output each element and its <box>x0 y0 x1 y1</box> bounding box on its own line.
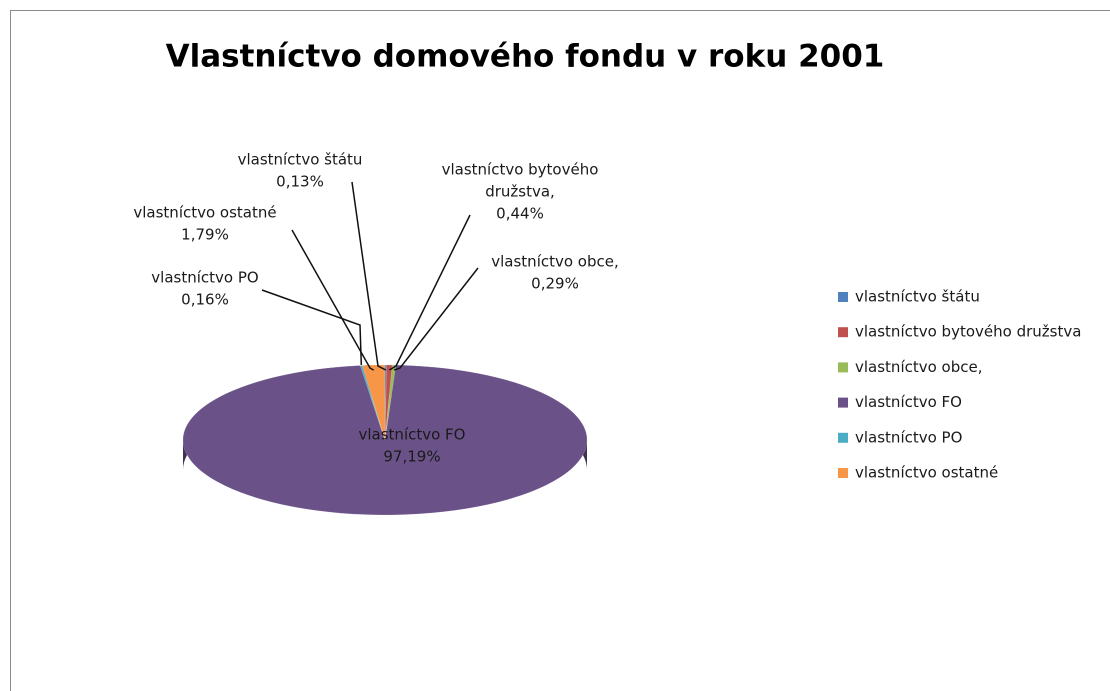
data-label-value: 0,16% <box>181 291 229 309</box>
legend-label: vlastníctvo obce, <box>855 358 983 376</box>
data-label-name: vlastníctvo obce, <box>491 253 619 271</box>
data-label-name: vlastníctvo FO <box>359 426 466 444</box>
legend-swatch <box>838 327 848 338</box>
chart-title: Vlastníctvo domového fondu v roku 2001 <box>166 39 885 75</box>
legend-label: vlastníctvo ostatné <box>855 464 998 482</box>
data-label-name: vlastníctvo PO <box>151 269 258 287</box>
slice <box>384 364 387 441</box>
slice <box>182 364 588 516</box>
legend-swatch <box>838 362 848 373</box>
slice <box>384 364 393 441</box>
data-label-value: 0,13% <box>276 173 324 191</box>
legend-swatch <box>838 292 848 302</box>
leader-line <box>291 229 375 371</box>
legend-swatch <box>838 468 848 478</box>
leader-line <box>393 267 479 371</box>
legend-label: vlastníctvo PO <box>855 428 962 446</box>
data-label-value: 0,29% <box>531 275 579 293</box>
legend-label: vlastníctvo bytového družstva <box>855 323 1081 341</box>
data-label-name: vlastníctvo ostatné <box>133 204 276 222</box>
legend-swatch <box>838 397 848 408</box>
data-label-name: vlastníctvo bytového <box>442 161 599 179</box>
data-label-value: 97,19% <box>383 448 440 466</box>
legend-label: vlastníctvo FO <box>855 393 962 411</box>
data-label-value: 0,44% <box>496 205 544 223</box>
data-label-value: 1,79% <box>181 226 229 244</box>
slice <box>361 364 386 441</box>
leader-line <box>389 214 471 371</box>
data-label-name: družstva, <box>485 183 555 201</box>
chart-frame <box>10 10 1110 691</box>
leader-line <box>351 181 387 371</box>
slice <box>359 365 386 441</box>
data-label-name: vlastníctvo štátu <box>238 151 363 169</box>
legend-swatch <box>838 432 848 443</box>
legend-label: vlastníctvo štátu <box>855 288 980 306</box>
